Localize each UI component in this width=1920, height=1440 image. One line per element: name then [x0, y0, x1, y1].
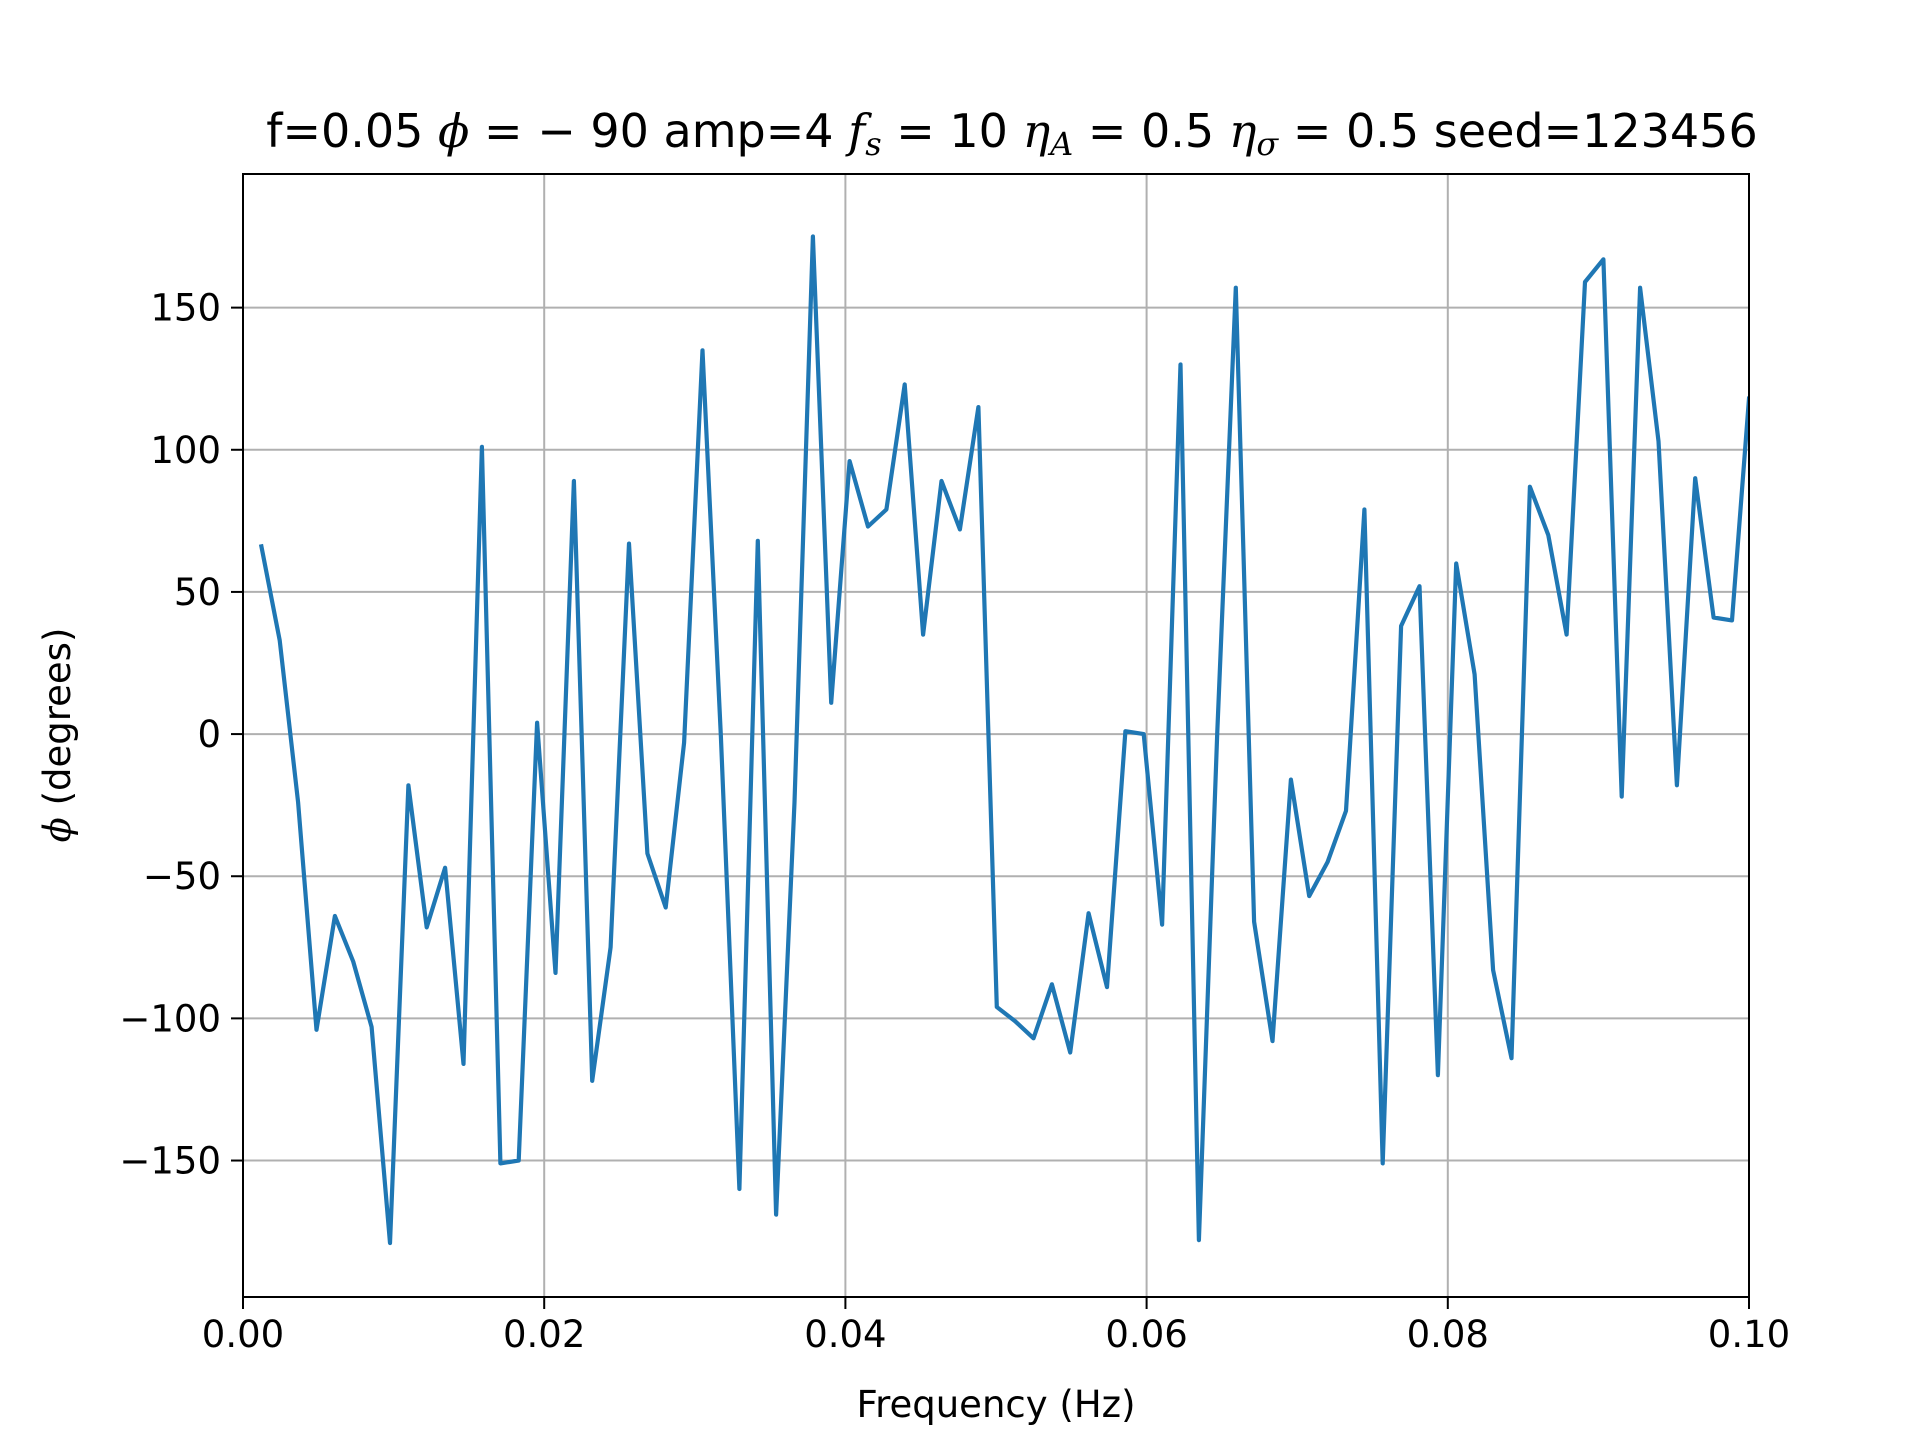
x-tick-label: 0.02	[503, 1313, 585, 1356]
y-tick-label: 150	[150, 287, 221, 330]
x-tick-label: 0.00	[202, 1313, 284, 1356]
y-tick-label: −150	[119, 1140, 221, 1183]
x-tick-label: 0.04	[804, 1313, 886, 1356]
series-layer	[258, 234, 1749, 1246]
x-tick-label: 0.08	[1407, 1313, 1489, 1356]
x-tick-label: 0.10	[1708, 1313, 1790, 1356]
y-axis-ticks: −150 −100 −50 0 50 100 150	[119, 287, 243, 1183]
x-axis-label: Frequency (Hz)	[856, 1383, 1135, 1426]
chart-title: f=0.05 ϕ = − 90 amp=4 fs = 10 ηA = 0.5 η…	[266, 104, 1757, 163]
y-tick-label: 0	[197, 713, 221, 756]
plot-frame	[242, 173, 1750, 1298]
y-tick-label: −100	[119, 997, 221, 1040]
y-tick-label: 50	[174, 571, 221, 614]
y-tick-label: 100	[150, 429, 221, 472]
y-tick-label: −50	[143, 855, 221, 898]
x-tick-label: 0.06	[1105, 1313, 1187, 1356]
y-axis-label: ϕ (degrees)	[36, 628, 79, 843]
x-axis-ticks: 0.00 0.02 0.04 0.06 0.08 0.10	[202, 1297, 1790, 1356]
phase-series-line	[258, 234, 1749, 1246]
